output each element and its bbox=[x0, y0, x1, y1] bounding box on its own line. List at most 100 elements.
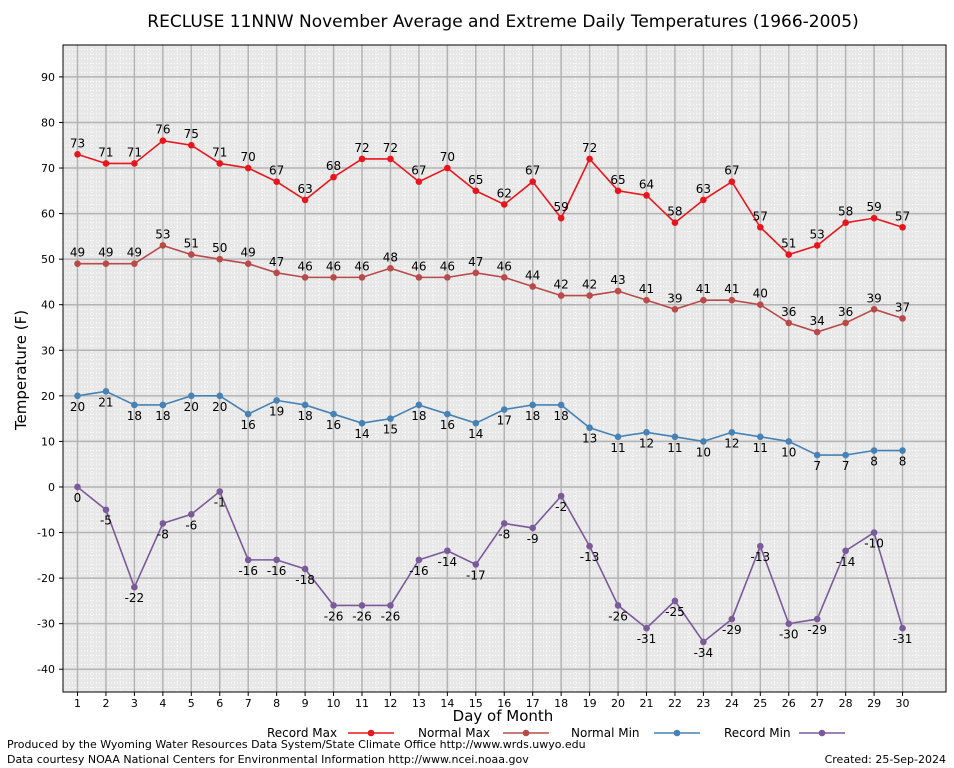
footer-created-date: Created: 25-Sep-2024 bbox=[825, 753, 946, 766]
normal-min-point bbox=[728, 428, 736, 436]
record-min-data-label: -9 bbox=[527, 532, 539, 546]
y-tick-label: 30 bbox=[41, 344, 55, 357]
record-min-data-label: -25 bbox=[665, 605, 685, 619]
record-max-data-label: 58 bbox=[667, 205, 682, 219]
x-tick-label: 3 bbox=[131, 697, 138, 710]
x-tick-label: 18 bbox=[554, 697, 568, 710]
record-max-data-label: 70 bbox=[241, 150, 256, 164]
record-min-point bbox=[529, 524, 536, 532]
x-tick-label: 30 bbox=[896, 697, 910, 710]
record-max-data-label: 72 bbox=[354, 141, 369, 155]
normal-max-data-label: 42 bbox=[554, 278, 569, 292]
normal-min-data-label: 18 bbox=[554, 409, 569, 423]
normal-max-point bbox=[586, 292, 593, 299]
x-tick-label: 17 bbox=[526, 697, 540, 710]
record-max-data-label: 63 bbox=[696, 182, 711, 196]
record-min-point bbox=[216, 488, 224, 495]
normal-max-point bbox=[159, 242, 167, 249]
x-tick-label: 4 bbox=[159, 697, 166, 710]
x-tick-label: 28 bbox=[839, 697, 853, 710]
y-tick-label: -40 bbox=[37, 663, 55, 676]
record-min-point bbox=[273, 556, 280, 564]
record-min-data-label: -34 bbox=[694, 646, 714, 660]
y-tick-label: 10 bbox=[41, 435, 55, 448]
y-tick-label: 20 bbox=[41, 390, 55, 403]
record-max-data-label: 59 bbox=[554, 200, 569, 214]
record-min-point bbox=[159, 520, 167, 527]
x-tick-label: 12 bbox=[383, 697, 397, 710]
x-tick-label: 21 bbox=[640, 697, 654, 710]
record-min-point bbox=[500, 520, 508, 527]
normal-max-point bbox=[842, 319, 849, 327]
normal-max-point bbox=[671, 305, 679, 313]
normal-max-data-label: 49 bbox=[98, 246, 113, 260]
record-max-point bbox=[415, 178, 423, 185]
normal-min-point bbox=[700, 438, 707, 445]
record-min-data-label: -18 bbox=[295, 573, 315, 587]
chart-title: RECLUSE 11NNW November Average and Extre… bbox=[147, 12, 858, 32]
record-min-point bbox=[472, 561, 480, 568]
normal-max-data-label: 51 bbox=[184, 237, 199, 251]
normal-min-point bbox=[244, 410, 252, 418]
record-max-point bbox=[358, 155, 366, 163]
x-tick-label: 20 bbox=[611, 697, 625, 710]
record-min-point bbox=[728, 615, 736, 623]
x-tick-label: 22 bbox=[668, 697, 682, 710]
record-max-point bbox=[870, 214, 878, 222]
normal-max-data-label: 49 bbox=[70, 246, 85, 260]
record-min-point bbox=[131, 583, 138, 591]
x-tick-label: 29 bbox=[867, 697, 881, 710]
normal-max-data-label: 41 bbox=[724, 282, 739, 296]
normal-min-data-label: 16 bbox=[440, 418, 455, 432]
normal-min-data-label: 11 bbox=[753, 441, 768, 455]
record-max-data-label: 71 bbox=[127, 145, 142, 159]
normal-min-line bbox=[77, 390, 903, 456]
normal-max-data-label: 46 bbox=[326, 259, 341, 273]
legend: Record Max Normal Max Normal Min Record Min bbox=[267, 726, 845, 740]
normal-max-data-label: 39 bbox=[667, 291, 682, 305]
normal-max-point bbox=[899, 315, 906, 322]
record-min-point bbox=[415, 556, 423, 564]
normal-min-data-label: 14 bbox=[354, 427, 369, 441]
normal-max-line bbox=[77, 244, 903, 333]
x-tick-label: 10 bbox=[327, 697, 341, 710]
normal-min-point bbox=[529, 401, 536, 409]
record-max-point bbox=[159, 137, 167, 144]
x-tick-label: 11 bbox=[355, 697, 369, 710]
record-min-point bbox=[899, 624, 906, 632]
record-min-data-label: -13 bbox=[750, 550, 770, 564]
normal-max-data-label: 53 bbox=[155, 227, 170, 241]
normal-min-data-label: 20 bbox=[184, 400, 199, 414]
normal-min-data-label: 17 bbox=[497, 414, 512, 428]
record-max-data-label: 67 bbox=[269, 164, 284, 178]
record-min-data-label: -17 bbox=[466, 568, 486, 582]
normal-min-point bbox=[131, 401, 138, 409]
legend-label-record-min: Record Min bbox=[724, 726, 791, 740]
normal-min-point bbox=[415, 401, 423, 409]
normal-max-point bbox=[273, 269, 280, 277]
normal-max-data-label: 49 bbox=[127, 246, 142, 260]
record-min-data-label: -8 bbox=[157, 527, 169, 541]
record-max-data-label: 72 bbox=[582, 141, 597, 155]
x-tick-label: 25 bbox=[753, 697, 767, 710]
series-layer bbox=[74, 137, 906, 646]
record-min-data-label: -8 bbox=[498, 527, 510, 541]
record-max-point bbox=[586, 155, 593, 163]
record-max-data-label: 68 bbox=[326, 159, 341, 173]
record-max-point bbox=[188, 141, 195, 149]
record-max-data-label: 70 bbox=[440, 150, 455, 164]
record-max-data-label: 64 bbox=[639, 177, 654, 191]
legend-label-normal-min: Normal Min bbox=[571, 726, 640, 740]
x-axis-label: Day of Month bbox=[453, 707, 554, 725]
normal-min-point bbox=[188, 392, 195, 400]
record-max-point bbox=[444, 164, 451, 172]
y-tick-label: -30 bbox=[37, 618, 55, 631]
record-max-data-label: 71 bbox=[212, 145, 227, 159]
footer-produced-by: Produced by the Wyoming Water Resources … bbox=[7, 738, 586, 751]
record-min-point bbox=[358, 602, 366, 609]
normal-max-point bbox=[557, 292, 565, 299]
y-tick-label: 0 bbox=[48, 481, 55, 494]
normal-min-data-label: 18 bbox=[297, 409, 312, 423]
record-max-data-label: 72 bbox=[383, 141, 398, 155]
x-tick-label: 1 bbox=[74, 697, 81, 710]
